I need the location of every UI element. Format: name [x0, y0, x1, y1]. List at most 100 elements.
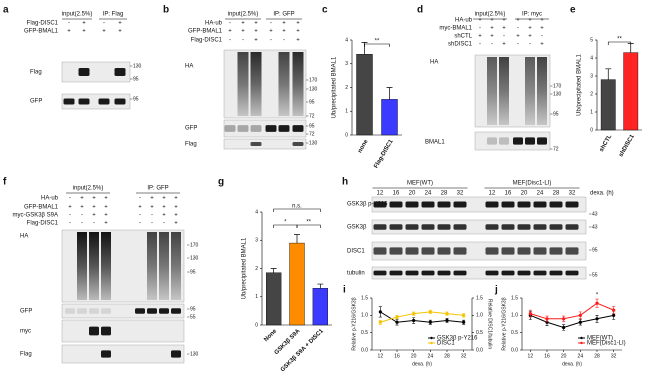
lane-label: 32 [569, 191, 576, 197]
group-label: IP: GFP [147, 186, 168, 192]
lane-label: 24 [425, 191, 432, 197]
sign: + [516, 18, 520, 24]
sign: - [229, 21, 231, 27]
legend-marker [430, 341, 433, 345]
sign: + [502, 18, 506, 24]
size-marker: 130 [309, 140, 318, 146]
band [453, 270, 467, 276]
y-axis-label: Ub/precipitated BMAL1 [242, 237, 248, 299]
sign: + [82, 21, 86, 27]
sign: + [92, 205, 96, 211]
band [453, 247, 467, 255]
band [533, 270, 547, 276]
significance-label: ** [617, 37, 622, 43]
smear [278, 52, 290, 116]
size-marker: 170 [309, 77, 318, 83]
panel-letter: h [342, 177, 348, 188]
size-marker: 95 [190, 306, 196, 312]
sign: + [92, 213, 96, 219]
band [389, 247, 403, 255]
sign: + [254, 21, 258, 27]
y-tick-label: 0.5 [361, 330, 368, 336]
sign: + [296, 21, 300, 27]
y-tick-label: 2 [255, 266, 258, 272]
size-marker: 55 [190, 314, 196, 320]
band [517, 201, 531, 208]
group-label: IP: Flag [103, 12, 124, 18]
band [437, 201, 451, 208]
point [545, 317, 549, 321]
x-tick-label: shCTL [599, 134, 614, 153]
blot-label: HA [20, 234, 28, 240]
x-tick-label: GSK3β S9A + DISC1 [280, 328, 325, 373]
band [237, 125, 249, 132]
x-tick-label: Flag-DISC1 [373, 138, 395, 169]
lane-label: 20 [409, 191, 416, 197]
y-tick-label: 4 [255, 209, 258, 215]
group-label: input(2.5%) [62, 12, 93, 18]
sign: + [296, 38, 300, 44]
blot-label: GSK3β [347, 225, 367, 231]
sign: - [151, 221, 153, 227]
y-tick-label: 1 [345, 109, 348, 115]
point [378, 320, 382, 324]
blot-label: HA [430, 60, 438, 66]
sign: - [242, 38, 244, 44]
y-tick-label: 0 [345, 132, 348, 138]
blot-label: Flag [185, 142, 197, 148]
legend-marker [580, 336, 583, 340]
significance-bracket [273, 208, 321, 212]
band [501, 270, 515, 276]
band [373, 270, 387, 276]
band [533, 224, 547, 230]
band [389, 270, 403, 276]
group-label: input(2.5%) [228, 12, 259, 18]
band [292, 125, 304, 132]
sign: - [529, 42, 531, 48]
sign: - [69, 196, 71, 202]
bar [623, 52, 639, 131]
band [501, 247, 515, 255]
sign: + [150, 196, 154, 202]
band [135, 308, 145, 314]
band [405, 247, 419, 255]
series-line [380, 311, 464, 323]
size-marker: 72 [309, 131, 315, 137]
sign: - [270, 38, 272, 44]
significance-label: n.s. [292, 204, 302, 210]
size-marker: 130 [309, 86, 318, 92]
blot-panel [61, 93, 131, 110]
band [565, 270, 579, 276]
y-axis-label: Ub/precipitated BMAL1 [332, 56, 338, 118]
x-axis-label: dexa. (h) [562, 361, 582, 367]
sign: + [478, 18, 482, 24]
bar [356, 54, 373, 136]
smear [292, 52, 304, 116]
row-label: Flag-DISC1 [191, 38, 223, 44]
row-label: shDISC1 [448, 42, 473, 48]
size-marker: 95 [553, 111, 559, 117]
band [421, 270, 435, 276]
point [428, 320, 432, 324]
sign: + [80, 205, 84, 211]
point [412, 312, 416, 316]
size-marker: 43 [592, 211, 598, 217]
point [395, 320, 399, 324]
sign: + [104, 196, 108, 202]
band [63, 98, 75, 105]
sign: + [269, 29, 273, 35]
sign: + [118, 21, 122, 27]
legend-marker [580, 341, 583, 345]
blot-label: DISC1 [347, 249, 365, 255]
sign: - [93, 221, 95, 227]
size-marker: 130 [553, 91, 562, 97]
size-marker: 72 [309, 113, 315, 119]
blot-panel [61, 344, 185, 364]
band [453, 224, 467, 230]
significance-label: ** [375, 39, 380, 45]
size-marker: 170 [190, 242, 199, 248]
band [171, 350, 181, 358]
blot-panel [223, 119, 307, 138]
y-tick-label: 1.0 [361, 313, 368, 319]
lane-unit: dexa. (h) [590, 191, 614, 197]
